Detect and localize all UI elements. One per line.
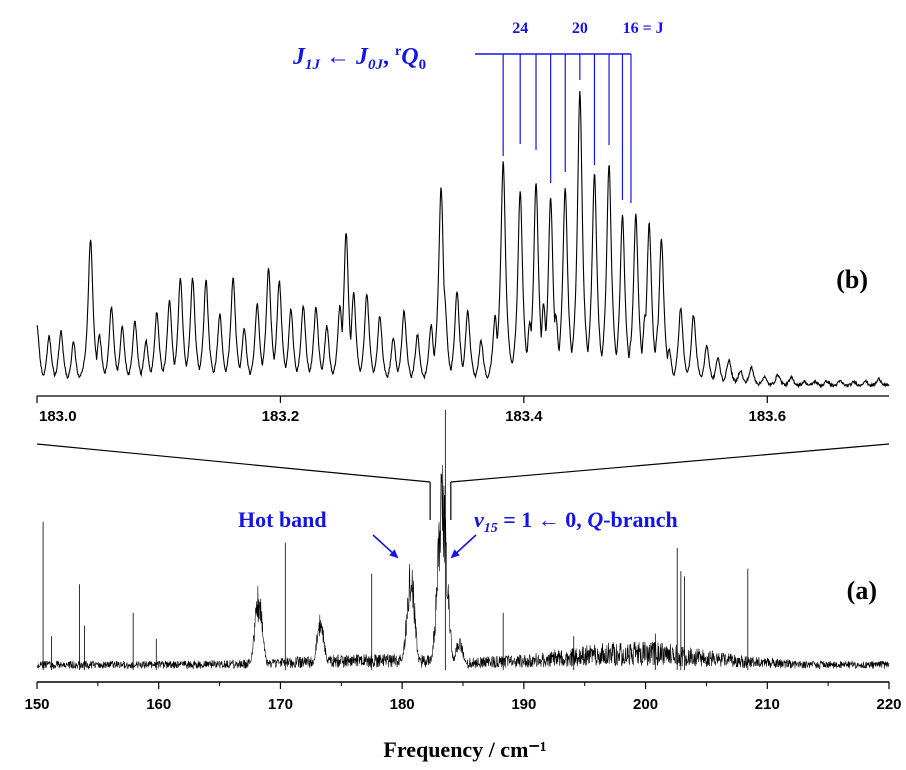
panel-label-b: (b) xyxy=(836,265,868,294)
q-branch-rest: = 1 ← 0, xyxy=(498,507,588,532)
assignment-label: 24 xyxy=(512,20,528,37)
panel-label-a: (a) xyxy=(847,576,877,605)
trace-a xyxy=(36,465,890,670)
tick-label-a: 190 xyxy=(511,696,536,713)
zoom-line-right xyxy=(450,443,890,483)
panel-b: 183.0 183.2 183.4 183.6 (b) 24 20 16 = J J1J … xyxy=(36,20,890,425)
j1-letter: J xyxy=(292,44,306,70)
tick-label-b: 183.6 xyxy=(749,408,787,425)
zoom-connectors xyxy=(36,443,890,520)
assignment-label: 20 xyxy=(572,20,588,37)
nu-subscript: 15 xyxy=(484,521,498,536)
x-axis-label: Frequency / cm⁻¹ xyxy=(383,737,546,762)
ticks-a xyxy=(36,682,890,689)
assignment-markers xyxy=(502,54,632,203)
q-branch-q: Q xyxy=(587,507,603,532)
tick-label-a: 210 xyxy=(755,696,780,713)
q-branch-suffix: -branch xyxy=(603,507,678,532)
q-letter: Q xyxy=(401,44,418,70)
tick-label-b: 183.4 xyxy=(505,408,543,425)
tick-label-a: 160 xyxy=(146,696,171,713)
zoom-line-left xyxy=(36,443,431,483)
nu-letter: ν xyxy=(474,507,484,532)
j0-subscript: 0J xyxy=(368,57,384,73)
tick-label-a: 150 xyxy=(24,696,49,713)
sticks-a xyxy=(42,410,749,670)
j1-subscript: 1J xyxy=(305,57,321,73)
ticklabels-b: 183.0 183.2 183.4 183.6 xyxy=(39,408,786,425)
tick-label-b: 183.0 xyxy=(39,408,77,425)
assignment-label: 16 = J xyxy=(623,20,664,37)
hot-band-arrow xyxy=(372,534,399,559)
tick-label-b: 183.2 xyxy=(262,408,300,425)
q-branch-arrow xyxy=(450,534,477,559)
arrow-text: ← xyxy=(320,44,356,70)
q-branch-label: ν15 = 1 ← 0, Q-branch xyxy=(474,507,678,536)
ticks-b xyxy=(36,396,768,403)
tick-label-a: 180 xyxy=(390,696,415,713)
assignment-labels: 24 20 16 = J xyxy=(512,20,663,37)
trace-b xyxy=(36,91,890,389)
j0-letter: J xyxy=(355,44,369,70)
panel-a: 150 160 170 180 190 200 210 220 (a) Hot band ν1… xyxy=(24,410,902,762)
tick-label-a: 220 xyxy=(876,696,901,713)
r-superscript: r xyxy=(395,44,401,59)
transition-label: J1J ← J0J, rQ0 xyxy=(292,44,426,73)
ticklabels-a: 150 160 170 180 190 200 210 220 xyxy=(24,696,901,713)
tick-label-a: 170 xyxy=(268,696,293,713)
q-subscript: 0 xyxy=(419,57,427,73)
tick-label-a: 200 xyxy=(633,696,658,713)
hot-band-label: Hot band xyxy=(238,507,327,532)
assignment-annotation: 24 20 16 = J J1J ← J0J, rQ0 xyxy=(292,20,664,203)
separator: , xyxy=(383,44,395,70)
